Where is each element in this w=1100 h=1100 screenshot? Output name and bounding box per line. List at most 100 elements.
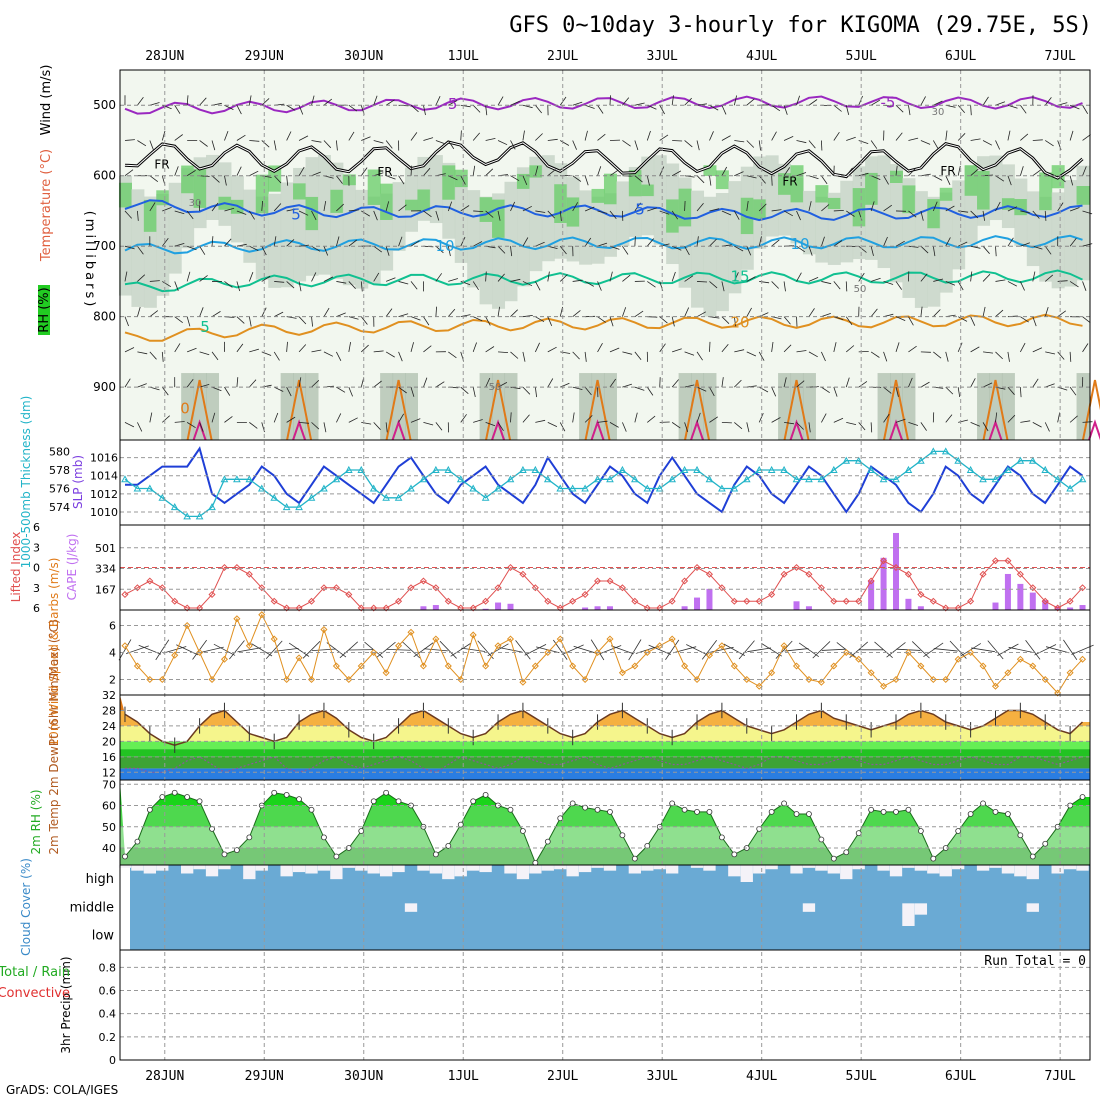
wind-speed-point bbox=[656, 642, 664, 650]
wind-barb bbox=[945, 175, 951, 185]
wind-barb bbox=[846, 136, 856, 141]
rh-shade-grey bbox=[890, 164, 903, 283]
wind-barb bbox=[298, 344, 307, 353]
wind-barb bbox=[311, 210, 317, 221]
rh-shade-grey bbox=[952, 180, 966, 270]
lifted-index-point bbox=[929, 597, 937, 605]
wind-barb bbox=[771, 281, 779, 289]
thickness-tick-label: 578 bbox=[49, 464, 70, 477]
cloud-high-gap bbox=[877, 865, 890, 871]
rh-mask bbox=[120, 780, 1090, 863]
wind-barb bbox=[137, 351, 148, 355]
rh-shade-grey bbox=[603, 193, 617, 257]
cape-bar bbox=[893, 532, 899, 610]
temp-tick-label: 20 bbox=[102, 735, 116, 748]
thickness-point bbox=[966, 465, 975, 473]
wind-barb bbox=[1082, 243, 1093, 247]
wind-barb bbox=[199, 140, 208, 147]
wind-barb bbox=[597, 281, 602, 291]
cape-bar bbox=[706, 588, 713, 610]
rh-axis-label: 2m RH (%) bbox=[29, 789, 43, 854]
wind-barb bbox=[174, 134, 183, 141]
rh-shade-lowlevel bbox=[678, 373, 692, 440]
rh-point bbox=[1005, 811, 1011, 817]
wind-barb bbox=[211, 175, 220, 183]
surface-wind-barb bbox=[326, 642, 347, 658]
cape-bar bbox=[1042, 600, 1049, 610]
wind-barb bbox=[572, 279, 583, 282]
wind-barb bbox=[796, 272, 802, 282]
isotherm-label: 10 bbox=[790, 235, 809, 253]
wind-barb bbox=[1057, 175, 1066, 183]
wind-barb bbox=[161, 351, 164, 362]
wind-barb bbox=[535, 210, 546, 213]
wind-barb bbox=[497, 245, 506, 254]
cloud-high-gap bbox=[728, 865, 741, 877]
wind-barb bbox=[908, 316, 914, 326]
isotherm-label: 5 bbox=[200, 318, 210, 336]
wind-barb bbox=[895, 387, 899, 397]
wind-barb bbox=[684, 140, 693, 148]
wind-barb bbox=[808, 246, 813, 256]
wind-barb bbox=[721, 210, 732, 216]
rh-point bbox=[557, 815, 564, 822]
thickness-point bbox=[1053, 475, 1062, 483]
precip-total-legend: Total / Rain bbox=[0, 965, 70, 980]
date-label-bottom: 1JUL bbox=[448, 1069, 479, 1084]
wind-barb bbox=[846, 421, 857, 425]
wind-barb bbox=[248, 95, 252, 106]
wind-barb bbox=[174, 343, 181, 353]
cloud-high-gap bbox=[541, 865, 554, 871]
wind-barb bbox=[249, 422, 258, 429]
wind-barb bbox=[659, 210, 670, 215]
cloud-middle-gap bbox=[1026, 903, 1039, 912]
lifted-index-point bbox=[780, 570, 788, 578]
wind-barb bbox=[833, 131, 840, 141]
wind-barb bbox=[497, 96, 504, 106]
thickness-point bbox=[519, 465, 527, 473]
cape-bar bbox=[694, 597, 701, 610]
wind-barb bbox=[361, 136, 371, 141]
wind-speed-point bbox=[705, 651, 713, 659]
wind-barb bbox=[584, 206, 595, 212]
wind-speed-point bbox=[357, 662, 365, 670]
wind-barb bbox=[149, 351, 157, 360]
wind-barb bbox=[758, 351, 765, 361]
wind-barb bbox=[559, 210, 562, 221]
surface-wind-barb bbox=[339, 641, 359, 659]
cloud-high-gap bbox=[840, 865, 853, 880]
rh-shade-lowlevel bbox=[877, 373, 891, 440]
wind-barb bbox=[361, 421, 372, 425]
wind-barb bbox=[249, 245, 259, 251]
surface-wind-barb bbox=[515, 640, 531, 660]
wind-barb bbox=[734, 171, 744, 177]
cloud-high-gap bbox=[591, 865, 604, 868]
slp-axis-label: SLP (mb) bbox=[71, 455, 85, 509]
wind-barb bbox=[759, 281, 770, 284]
thickness-point bbox=[1078, 475, 1087, 483]
wind-barb bbox=[634, 202, 641, 212]
wind-barb bbox=[485, 168, 494, 177]
thickness-point bbox=[543, 475, 552, 483]
thickness-point bbox=[419, 475, 428, 483]
wind-barb bbox=[323, 307, 330, 317]
rh-shade-green bbox=[118, 182, 132, 208]
rh-point bbox=[781, 800, 787, 807]
wind-barb bbox=[448, 351, 457, 359]
wind-barb bbox=[1044, 422, 1050, 432]
wind-barb bbox=[547, 316, 553, 327]
wind-barb bbox=[373, 350, 384, 353]
wind-barb bbox=[472, 387, 476, 397]
wind-barb bbox=[410, 104, 419, 113]
isotherm-label: -5 bbox=[881, 93, 896, 111]
wind-barb bbox=[385, 140, 393, 149]
wind-barb bbox=[311, 380, 320, 388]
rh-shade-grey bbox=[541, 155, 555, 262]
wind-barb bbox=[1082, 421, 1093, 423]
wind-barb bbox=[249, 140, 260, 142]
wind-barb bbox=[995, 246, 997, 257]
wind-barb bbox=[609, 378, 617, 388]
lifted-index-point bbox=[668, 597, 676, 605]
rh-shade-lowlevel bbox=[280, 373, 294, 440]
wind-barb bbox=[559, 306, 563, 317]
